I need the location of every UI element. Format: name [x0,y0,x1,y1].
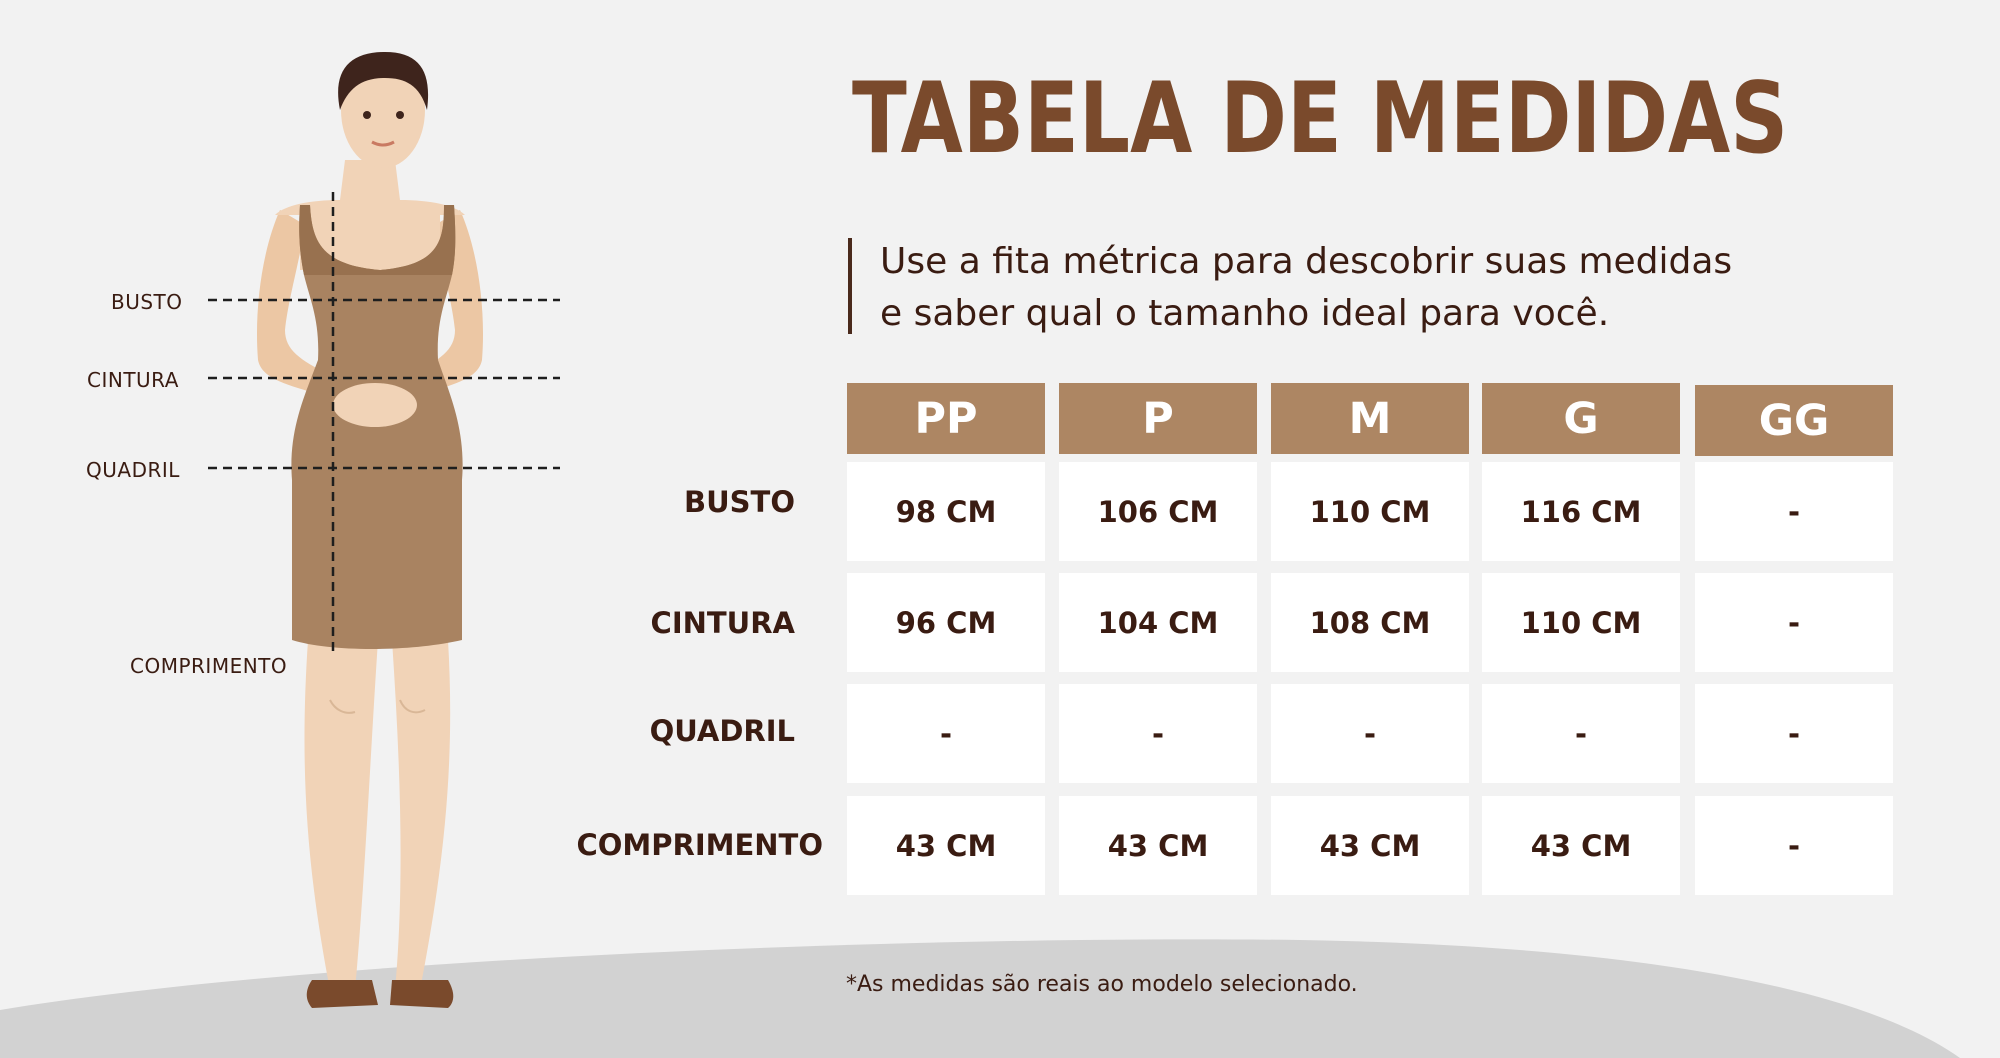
table-cell: - [1271,684,1469,783]
label-comprimento: COMPRIMENTO [130,654,288,678]
size-header-g: G [1482,383,1680,454]
table-cell: 116 CM [1482,462,1680,561]
footnote: *As medidas são reais ao modelo selecion… [846,972,1358,997]
page-title: TABELA DE MEDIDAS [852,62,1789,176]
subtitle-line-2: e saber qual o tamanho ideal para você. [880,293,1610,334]
subtitle: Use a fita métrica para descobrir suas m… [880,236,1830,340]
row-label-busto: BUSTO [684,485,795,519]
table-cell: 43 CM [1482,796,1680,895]
measurement-lines [208,192,560,655]
row-label-comprimento: COMPRIMENTO [576,828,823,862]
table-cell: 108 CM [1271,573,1469,672]
table-cell: - [1695,796,1893,895]
size-header-p: P [1059,383,1257,454]
table-cell: 43 CM [1271,796,1469,895]
table-cell: - [1695,684,1893,783]
label-cintura: CINTURA [87,368,179,392]
table-cell: 104 CM [1059,573,1257,672]
size-header-pp: PP [847,383,1045,454]
table-cell: - [1059,684,1257,783]
table-cell: - [1482,684,1680,783]
row-label-cintura: CINTURA [650,606,795,640]
table-cell: 98 CM [847,462,1045,561]
label-quadril: QUADRIL [86,458,180,482]
table-cell: 110 CM [1271,462,1469,561]
subtitle-accent-bar [848,238,852,334]
label-busto: BUSTO [111,290,183,314]
table-cell: 96 CM [847,573,1045,672]
table-cell: 43 CM [847,796,1045,895]
size-header-gg: GG [1695,385,1893,456]
row-label-quadril: QUADRIL [649,714,795,748]
size-header-m: M [1271,383,1469,454]
subtitle-line-1: Use a fita métrica para descobrir suas m… [880,241,1733,282]
table-cell: - [847,684,1045,783]
woman-figure [256,52,484,1008]
table-cell: 106 CM [1059,462,1257,561]
table-cell: 110 CM [1482,573,1680,672]
table-cell: 43 CM [1059,796,1257,895]
table-cell: - [1695,462,1893,561]
table-cell: - [1695,573,1893,672]
